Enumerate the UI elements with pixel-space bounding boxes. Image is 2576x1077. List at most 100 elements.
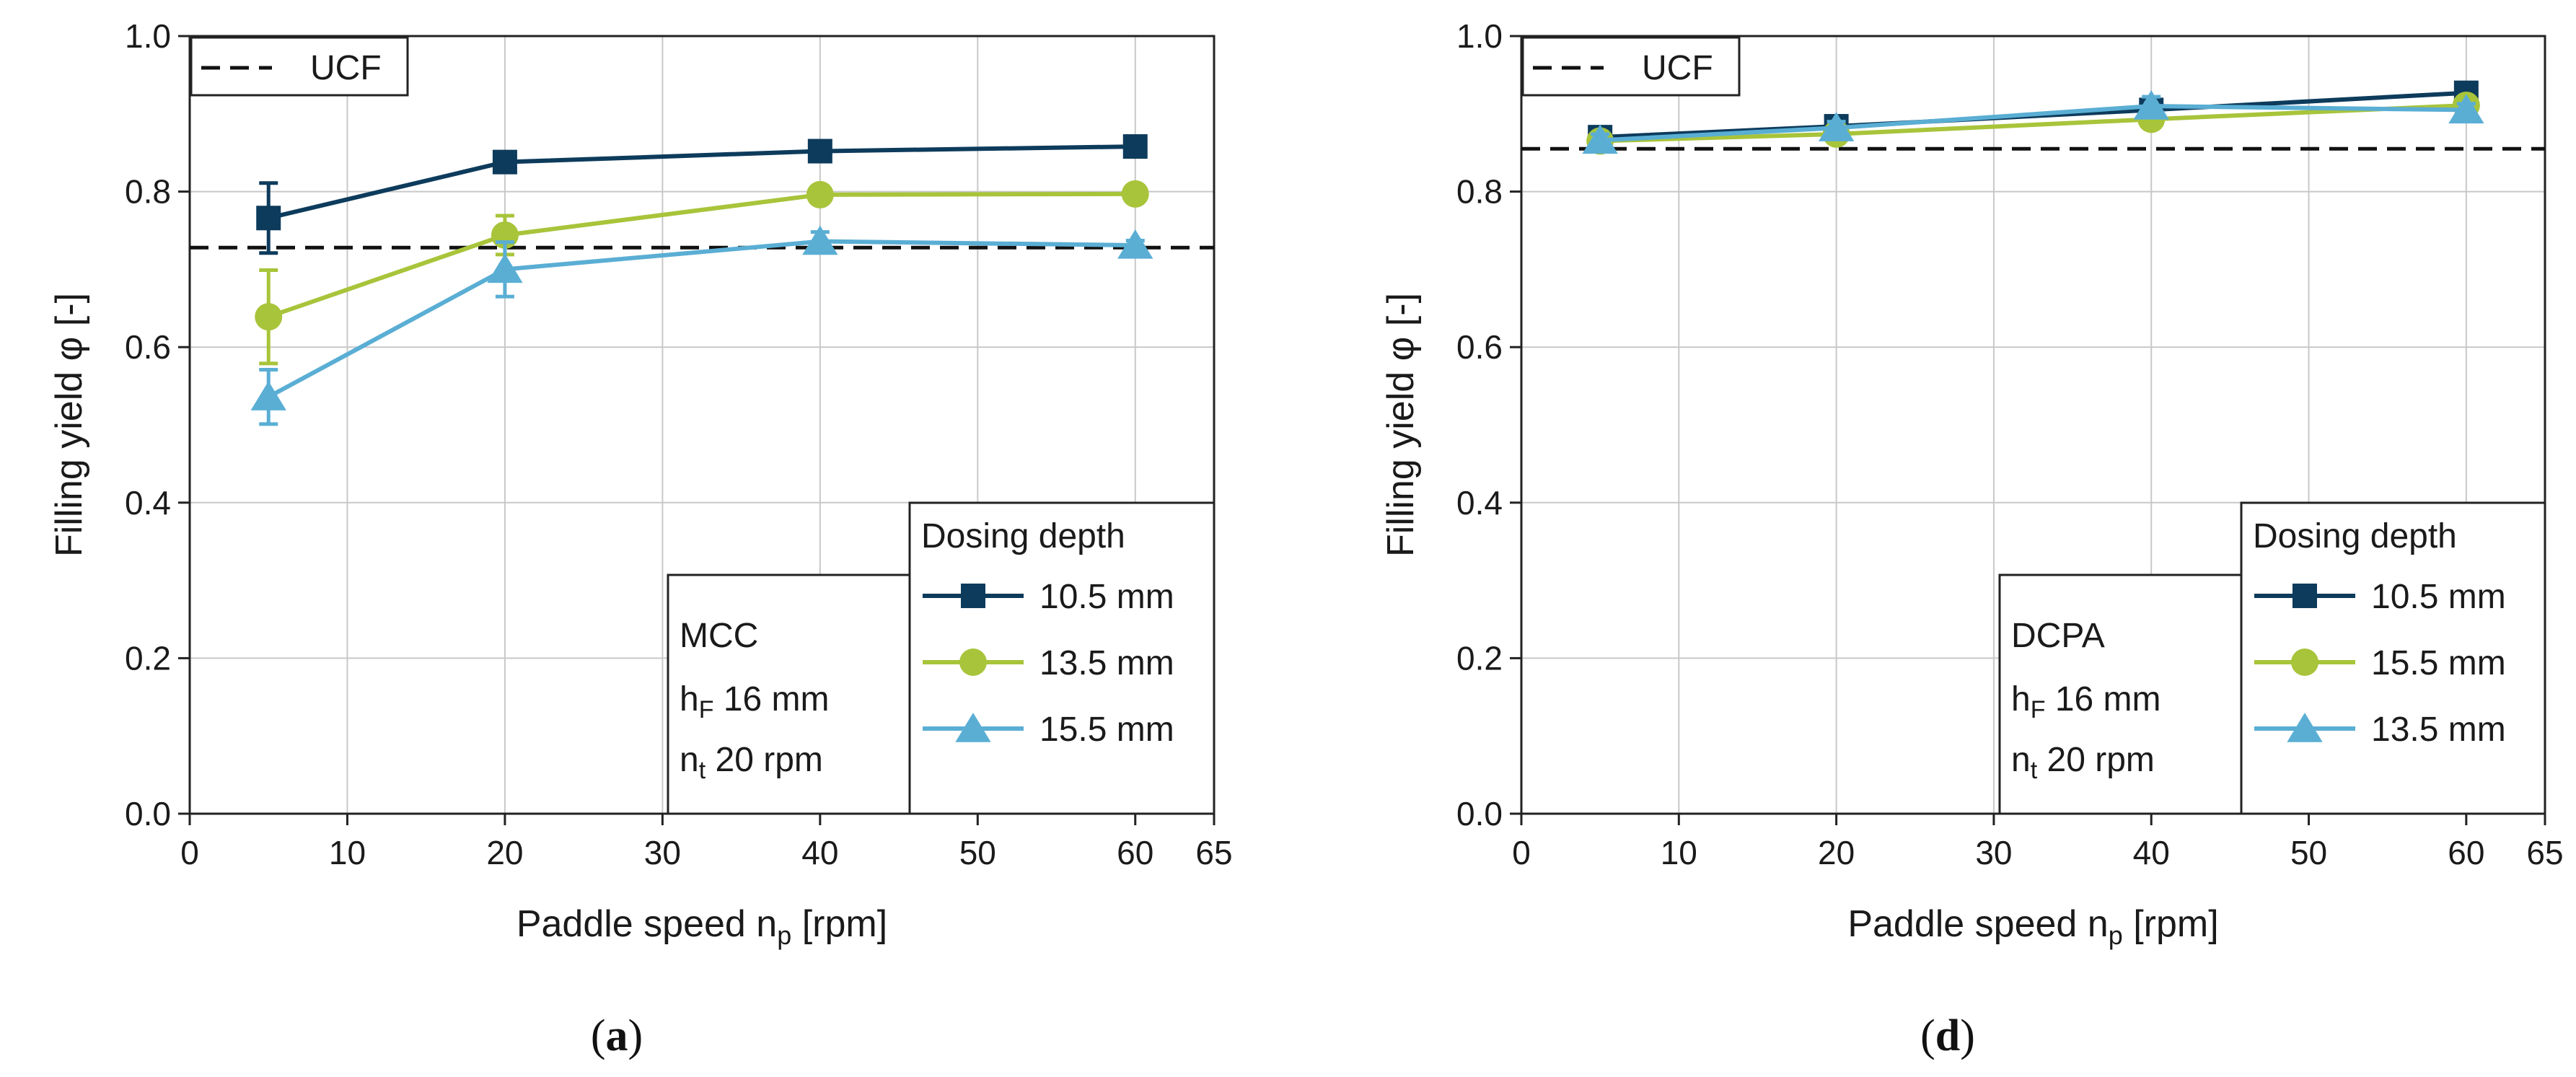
y-axis-title: Filling yield φ [-] [48,293,90,557]
legend-swatch-marker [2287,713,2323,742]
y-tick-label: 0.2 [125,639,171,677]
material-name: DCPA [2011,617,2105,655]
material-info-box [1998,573,2243,815]
fill-height-value: 16 mm [2045,680,2160,718]
panel-caption-close: ) [1960,1011,1975,1060]
legend-swatch-marker [959,649,987,676]
x-tick-label: 30 [644,834,681,871]
x-axis-title: Paddle speed np [rpm] [1847,903,2218,950]
y-tick-label: 1.0 [1456,17,1503,55]
x-axis-title-main: Paddle speed n [516,903,777,945]
x-tick-label: 60 [1117,834,1153,871]
y-tick-label: 0.6 [1456,328,1503,366]
series-line [1600,102,2466,144]
y-tick-label: 0.8 [125,173,171,211]
legend-entry-label: 15.5 mm [1039,711,1174,749]
panel-caption-letter: a [606,1011,628,1060]
data-point [1818,112,1855,141]
legend-entry-label: 10.5 mm [2371,578,2506,616]
y-tick-label: 0.6 [125,328,171,366]
legend-entry-label: 15.5 mm [2371,644,2506,682]
x-tick-label: 20 [486,834,523,871]
panel-a: 0 10 20 30 40 50 60 65 0.0 0.2 0.4 0.6 0.8 1.0 Paddle … [48,17,1233,1060]
x-axis-title-main: Paddle speed n [1847,903,2108,945]
legend-swatch-marker [961,584,985,608]
data-point [255,303,283,331]
legend-swatch-marker [955,713,991,742]
data-point [487,253,523,283]
y-tick-label: 0.4 [125,484,171,522]
y-tick-label: 1.0 [125,17,171,55]
series-13-5-mm [255,180,1149,366]
panel-caption-open: ( [1920,1011,1935,1060]
data-point [1117,229,1153,259]
x-tick-label: 30 [1975,834,2012,871]
x-axis-title-unit: [rpm] [2123,903,2219,945]
series-10-5-mm [256,134,1148,255]
fill-height-symbol: h [2011,680,2031,718]
legend-swatch-marker [2293,584,2317,608]
turntable-speed-value: 20 rpm [2037,741,2155,779]
data-point [250,381,286,410]
x-tick-label: 40 [2133,834,2170,871]
turntable-speed-label: nt 20 rpm [680,741,823,784]
legend-entry-label: 13.5 mm [1039,644,1174,682]
x-tick-label: 65 [1195,834,1232,871]
series-15-5-mm [250,225,1153,426]
x-tick-label: 10 [329,834,366,871]
x-axis-title: Paddle speed np [rpm] [516,903,887,950]
series-line [1599,104,2466,143]
panel-caption-open: ( [591,1011,606,1060]
turntable-speed-symbol: n [680,741,699,779]
fill-height-label: hF 16 mm [2011,680,2161,724]
panel-d: 0 10 20 30 40 50 60 65 0.0 0.2 0.4 0.6 0.8 1.0 Paddle … [1380,17,2564,1060]
x-tick-label: 0 [1512,834,1531,871]
data-point [1582,124,1618,154]
fill-height-value: 16 mm [713,680,829,718]
fill-height-label: hF 16 mm [680,680,830,724]
turntable-speed-subscript: t [699,757,706,784]
x-tick-label: 60 [2448,834,2484,871]
turntable-speed-label: nt 20 rpm [2011,741,2155,784]
data-point [802,225,838,255]
x-tick-label: 40 [801,834,838,871]
x-axis-title-subscript: p [777,920,791,950]
x-tick-label: 50 [959,834,996,871]
x-tick-label: 20 [1818,834,1855,871]
y-tick-label: 0.2 [1456,639,1503,677]
y-tick-label: 0.8 [1456,173,1503,211]
x-axis-title-unit: [rpm] [791,903,887,945]
data-point [1121,180,1149,208]
turntable-speed-value: 20 rpm [705,741,823,779]
material-info-box [667,573,911,815]
y-tick-label: 0.4 [1456,484,1503,522]
y-tick-label: 0.0 [125,795,171,832]
fill-height-subscript: F [2031,696,2046,724]
ucf-legend-label: UCF [310,49,382,87]
ucf-legend-box [190,36,409,97]
series-line [268,191,1135,319]
panel-caption: (a) [591,1011,643,1060]
turntable-speed-symbol: n [2011,741,2031,779]
y-tick-label: 0.0 [1456,795,1503,832]
series-13-5-mm [1582,90,2484,154]
legend-swatch-marker [2291,649,2318,676]
ucf-legend-label: UCF [1642,49,1713,87]
dosing-depth-legend [2240,501,2546,815]
series-line [268,144,1135,221]
x-tick-label: 0 [180,834,199,871]
panel-caption-letter: d [1935,1011,1960,1060]
x-tick-label: 50 [2290,834,2327,871]
legend-title: Dosing depth [921,517,1125,555]
x-tick-label: 10 [1661,834,1697,871]
legend-entry-label: 10.5 mm [1039,578,1174,616]
data-point [1122,134,1148,159]
data-point [492,149,517,175]
series-line [267,239,1135,399]
material-name: MCC [680,617,758,655]
data-point [806,180,834,208]
data-point [807,139,832,164]
data-point [2133,90,2169,120]
panel-caption-close: ) [628,1011,643,1060]
